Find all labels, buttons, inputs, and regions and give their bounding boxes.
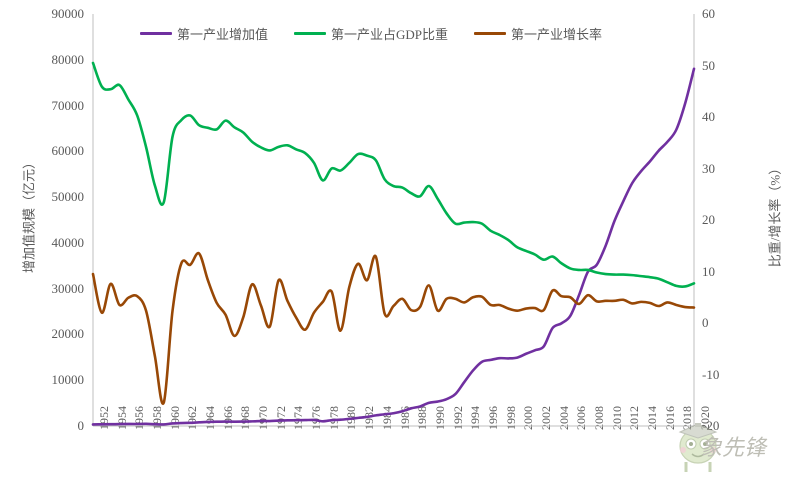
y-axis-left-tick-label: 10000 (51, 372, 85, 388)
y-axis-left-tick-label: 20000 (51, 326, 85, 342)
y-axis-right-tick-label: 0 (702, 315, 709, 330)
series-line (91, 67, 696, 426)
legend-label: 第一产业占GDP比重 (331, 27, 449, 42)
y-axis-left-tick-label: 80000 (51, 51, 85, 67)
y-axis-left-tick-label: 30000 (51, 280, 85, 296)
y-axis-left-tick-label: 40000 (51, 234, 85, 250)
y-axis-right-tick-label: 30 (702, 160, 715, 176)
y-axis-right-tick-label: 10 (702, 263, 715, 279)
legend-item[interactable]: 第一产业占GDP比重 (294, 24, 448, 43)
y-axis-left-tick-label: 50000 (51, 189, 85, 205)
y-axis-left-tick-label: 0 (77, 418, 85, 433)
series-line (91, 251, 696, 405)
legend-item[interactable]: 第一产业增长率 (474, 24, 602, 43)
legend-swatch (140, 32, 172, 35)
y-axis-left-ticks: 0 10000 20000 30000 40000 50000 60000 70000 8000… (14, 0, 85, 474)
y-axis-left-tick-label: 70000 (51, 97, 85, 113)
chart-legend: 第一产业增加值 第一产业占GDP比重 第一产业增长率 (140, 24, 602, 43)
axis-lines (92, 14, 695, 427)
y-axis-left-tick-label: 60000 (51, 143, 85, 159)
y-axis-right-tick-label: 60 (702, 6, 715, 21)
y-axis-right-tick-label: 50 (702, 57, 715, 73)
y-axis-right-tick-label: 20 (702, 212, 715, 227)
series-line (91, 61, 696, 288)
legend-item[interactable]: 第一产业增加值 (140, 24, 268, 43)
y-axis-right-tick-label: -10 (702, 366, 720, 382)
series-paths (91, 61, 696, 426)
y-axis-left-tick-label: 90000 (51, 6, 85, 21)
legend-swatch (294, 32, 327, 35)
legend-label: 第一产业增长率 (511, 27, 603, 42)
y-axis-right-tick-label: 40 (702, 109, 715, 124)
legend-swatch (474, 32, 507, 35)
legend-label: 第一产业增加值 (177, 27, 269, 42)
